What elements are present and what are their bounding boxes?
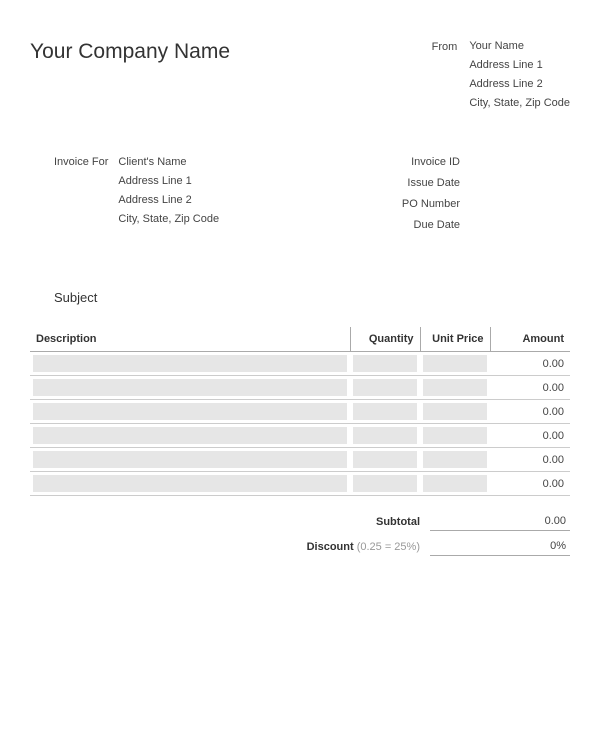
cell-quantity[interactable] [350,448,420,472]
cell-quantity[interactable] [350,376,420,400]
cell-unit-price[interactable] [420,352,490,376]
subject-label: Subject [54,290,570,305]
invoice-for-label: Invoice For [54,156,108,240]
items-table: Description Quantity Unit Price Amount 0… [30,327,570,496]
cell-description[interactable] [30,352,350,376]
from-address1: Address Line 1 [469,59,570,71]
discount-hint: (0.25 = 25%) [357,541,420,553]
company-name: Your Company Name [30,40,230,116]
po-number-label: PO Number [279,198,460,210]
header-row: Your Company Name From Your Name Address… [30,40,570,116]
info-row: Invoice For Client's Name Address Line 1… [30,156,570,240]
col-description: Description [30,327,350,352]
cell-amount: 0.00 [490,352,570,376]
discount-label: Discount (0.25 = 25%) [250,541,430,553]
from-lines: Your Name Address Line 1 Address Line 2 … [469,40,570,116]
table-row: 0.00 [30,424,570,448]
table-row: 0.00 [30,448,570,472]
from-city-state-zip: City, State, Zip Code [469,97,570,109]
col-quantity: Quantity [350,327,420,352]
discount-label-text: Discount [307,541,354,553]
cell-amount: 0.00 [490,472,570,496]
cell-quantity[interactable] [350,424,420,448]
subtotal-label: Subtotal [250,516,430,528]
table-header-row: Description Quantity Unit Price Amount [30,327,570,352]
invoice-id-label: Invoice ID [279,156,460,168]
subtotal-row: Subtotal 0.00 [250,512,570,531]
cell-amount: 0.00 [490,376,570,400]
cell-description[interactable] [30,376,350,400]
table-row: 0.00 [30,400,570,424]
client-name: Client's Name [118,156,219,168]
cell-description[interactable] [30,424,350,448]
discount-value[interactable]: 0% [430,537,570,556]
cell-description[interactable] [30,472,350,496]
cell-amount: 0.00 [490,448,570,472]
cell-quantity[interactable] [350,472,420,496]
cell-description[interactable] [30,400,350,424]
from-name: Your Name [469,40,570,52]
cell-description[interactable] [30,448,350,472]
table-row: 0.00 [30,376,570,400]
subtotal-value: 0.00 [430,512,570,531]
cell-quantity[interactable] [350,352,420,376]
client-address1: Address Line 1 [118,175,219,187]
due-date-label: Due Date [279,219,460,231]
issue-date-label: Issue Date [279,177,460,189]
invoice-for-block: Invoice For Client's Name Address Line 1… [54,156,219,240]
client-city-state-zip: City, State, Zip Code [118,213,219,225]
table-row: 0.00 [30,352,570,376]
cell-amount: 0.00 [490,400,570,424]
cell-unit-price[interactable] [420,376,490,400]
cell-amount: 0.00 [490,424,570,448]
cell-unit-price[interactable] [420,400,490,424]
client-address2: Address Line 2 [118,194,219,206]
meta-block: Invoice ID Issue Date PO Number Due Date [279,156,570,240]
cell-unit-price[interactable] [420,472,490,496]
discount-row: Discount (0.25 = 25%) 0% [250,537,570,556]
cell-quantity[interactable] [350,400,420,424]
cell-unit-price[interactable] [420,424,490,448]
from-address2: Address Line 2 [469,78,570,90]
totals-block: Subtotal 0.00 Discount (0.25 = 25%) 0% [30,512,570,562]
col-amount: Amount [490,327,570,352]
table-row: 0.00 [30,472,570,496]
col-unit-price: Unit Price [420,327,490,352]
cell-unit-price[interactable] [420,448,490,472]
invoice-for-lines: Client's Name Address Line 1 Address Lin… [118,156,219,240]
from-block: From Your Name Address Line 1 Address Li… [432,40,570,116]
from-label: From [432,40,458,116]
